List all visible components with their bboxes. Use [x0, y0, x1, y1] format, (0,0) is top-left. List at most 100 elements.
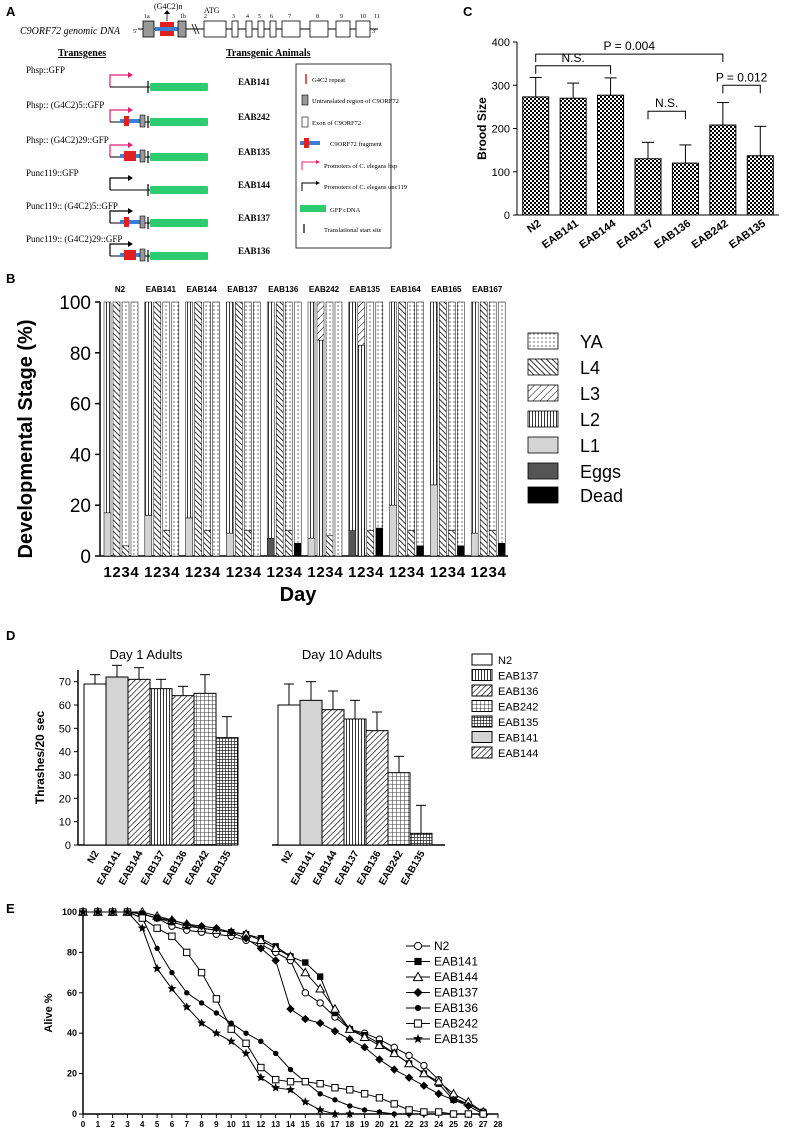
legend-entry: Promoters of C. elegans hsp: [301, 160, 397, 170]
day-tick-label: 4: [171, 564, 180, 581]
x-tick-label: 22: [405, 1120, 414, 1129]
series-line: [83, 911, 484, 1113]
data-point: [285, 951, 296, 961]
y-tick-label: 0: [72, 1109, 77, 1119]
legend-label: EAB137: [498, 671, 538, 683]
y-tick-label: 0: [65, 840, 71, 852]
prime3-label: 3': [372, 29, 376, 35]
data-point: [315, 983, 326, 993]
data-point: [197, 921, 206, 931]
y-tick-label: 40: [59, 747, 71, 759]
data-point: [227, 928, 236, 937]
g4c2-repeat-block: [124, 116, 129, 126]
y-tick-label: 60: [70, 395, 91, 416]
data-point: [183, 948, 191, 957]
animal-label: EAB144: [238, 180, 271, 190]
group-title: Day 1 Adults: [110, 647, 183, 662]
day-tick-label: 3: [448, 564, 456, 581]
x-tick-label: EAB242: [690, 218, 731, 252]
bar: [746, 155, 774, 216]
stage-segment: [212, 301, 220, 557]
stage-segment: [457, 301, 465, 547]
day-tick-label: 4: [457, 564, 466, 581]
data-point: [300, 967, 311, 977]
panel-b-label: B: [6, 271, 15, 286]
data-point: [270, 943, 281, 953]
data-point: [123, 907, 132, 916]
stage-segment: [121, 301, 130, 547]
exon-swatch: [301, 116, 309, 128]
legend-swatch: [527, 358, 559, 376]
y-tick-label: 60: [59, 700, 71, 712]
stage-segment: [185, 301, 193, 519]
data-point: [152, 963, 162, 973]
data-point: [168, 932, 176, 940]
stage-segment: [226, 301, 234, 534]
promoter-arrowhead: [128, 107, 133, 113]
promoter-arrowhead: [128, 142, 133, 148]
break-mark: [191, 23, 197, 35]
construct-label: Punc119:: (G4C2)5::GFP: [26, 201, 118, 211]
stage-segment: [479, 301, 488, 557]
data-point: [315, 1018, 325, 1028]
gfp-cdna: [150, 186, 208, 194]
data-point: [137, 923, 147, 932]
data-point: [197, 968, 206, 977]
transgenes-header: Transgenes: [58, 48, 106, 59]
legend-label: EAB136: [498, 686, 538, 698]
legend-label: L4: [580, 358, 600, 378]
data-point: [287, 1066, 294, 1073]
stage-segment: [284, 530, 293, 557]
data-point: [153, 924, 161, 932]
stage-segment: [325, 301, 334, 536]
promoter-swatch: [301, 161, 316, 170]
exon-number-label: 8: [316, 14, 319, 20]
stage-segment: [398, 301, 406, 557]
bar: [671, 162, 699, 216]
panel-d-label: D: [6, 628, 15, 643]
data-point: [413, 941, 423, 951]
day-tick-label: 4: [375, 564, 384, 581]
stage-segment: [293, 543, 302, 557]
legend-label: L3: [580, 384, 600, 404]
x-tick-label: 21: [390, 1120, 399, 1129]
stage-segment: [121, 545, 130, 557]
day-tick-label: 1: [226, 564, 234, 581]
stage-segment: [430, 301, 438, 486]
day-tick-label: 3: [489, 564, 497, 581]
day-tick-label: 2: [112, 564, 120, 581]
stage-segment: [416, 545, 424, 557]
legend-box: [295, 63, 392, 249]
legend-label: EAB141: [498, 733, 538, 745]
stage-segment: [266, 301, 275, 539]
series-line: [83, 911, 484, 1115]
legend-label: Untranslated region of C9ORF72: [312, 98, 399, 105]
group-label: EAB144: [186, 285, 217, 294]
exon-number-label: 7: [288, 14, 291, 20]
exon-number-label: 4: [246, 14, 249, 20]
day-tick-label: 4: [416, 564, 425, 581]
y-tick-label: 300: [492, 80, 510, 92]
data-point: [449, 1110, 458, 1118]
day-tick-label: 2: [276, 564, 284, 581]
data-point: [413, 1033, 423, 1044]
series-line: [83, 911, 484, 1113]
exon-number-label: 9: [340, 14, 343, 20]
construct-label: Punc119::GFP: [26, 168, 79, 178]
stage-segment: [112, 301, 121, 557]
stage-segment: [366, 301, 375, 531]
data-point: [414, 1004, 422, 1012]
y-tick-label: 80: [70, 344, 91, 365]
day-tick-label: 1: [103, 564, 111, 581]
day-tick-label: 2: [439, 564, 447, 581]
data-point: [286, 1004, 295, 1014]
data-point: [169, 969, 175, 976]
construct-label: Punc119:: (G4C2)29::GFP: [26, 234, 122, 244]
y-tick-label: 0: [504, 210, 510, 222]
data-point: [213, 1010, 220, 1016]
data-point: [391, 1111, 397, 1117]
data-point: [302, 959, 309, 966]
data-point: [412, 971, 424, 982]
